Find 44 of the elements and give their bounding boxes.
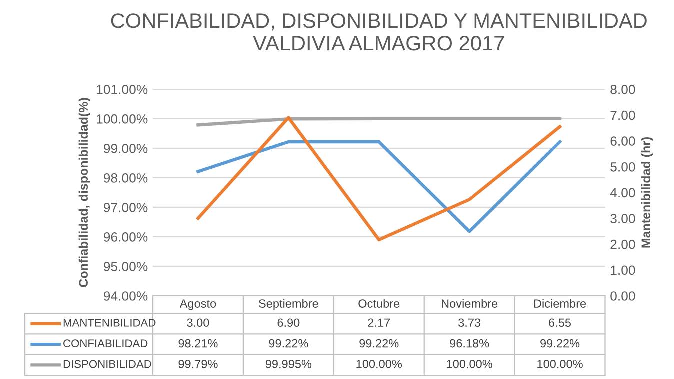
x-tick-label: Noviembre [442,299,498,308]
data-label: 99.995% [266,360,312,368]
y-tick-label: 99.00% [104,144,148,154]
data-label: 100.00% [356,360,402,368]
y-tick-label: 98.00% [104,174,148,183]
legend-label: DISPONIBILIDAD [64,360,152,368]
y2-tick-label: 8.00 [610,85,636,94]
x-tick-label: Septiembre [259,299,318,310]
x-tick-label: Diciembre [534,299,586,308]
data-label: 96.18% [450,339,490,348]
data-label: 3.00 [187,318,210,328]
legend-label: MANTENIBILIDAD [64,319,156,327]
x-tick-label: Octubre [358,299,400,308]
y-tick-label: 100.00% [97,114,148,124]
y2-tick-label: 6.00 [610,136,636,146]
line-series [196,116,562,242]
data-label: 99.22% [269,339,308,348]
y-tick-label: 96.00% [104,232,148,242]
data-label: 98.21% [178,339,218,348]
data-label: 99.22% [360,339,399,348]
y2-tick-label: 0.00 [610,292,636,301]
y-tick-label: 97.00% [104,203,148,212]
data-label: 100.00% [538,360,583,368]
y2-tick-label: 2.00 [610,240,636,250]
y2-tick-label: 5.00 [610,162,636,172]
y-tick-label: 95.00% [104,262,148,272]
y2-tick-label: 1.00 [611,266,636,276]
data-label: 2.17 [368,318,390,327]
y2-tick-label: 4.00 [610,188,636,198]
y-tick-label: 101.00% [97,85,148,94]
chart-title: CONFIABILIDAD, DISPONIBILIDAD Y MANTENIBILIDAD VALDIVIA ALMAGRO 2017 [111,14,647,51]
x-tick-label: Agosto [180,300,216,310]
y2-tick-label: 3.00 [610,214,636,224]
data-label: 99.79% [178,360,218,368]
y-axis-title: Confiabilidad, disponibilidad(%) [78,98,90,288]
data-label: 3.73 [458,318,481,328]
data-label: 6.90 [278,318,300,328]
y2-axis-title: Mantenibilidad (hr) [641,137,653,248]
data-label: 99.22% [540,339,580,348]
legend-label: CONFIABILIDAD [64,340,148,348]
data-label: 100.00% [447,360,492,368]
data-label: 6.55 [549,318,572,328]
y2-tick-label: 7.00 [610,110,636,120]
y-tick-label: 94.00% [104,292,148,301]
